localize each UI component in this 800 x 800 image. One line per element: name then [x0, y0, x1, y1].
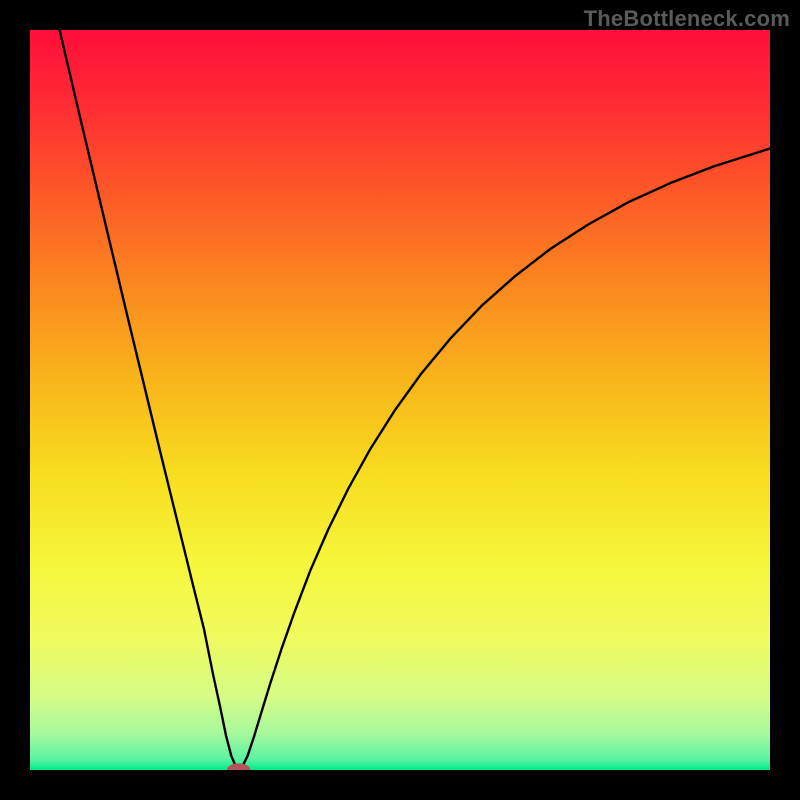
chart-container: TheBottleneck.com [0, 0, 800, 800]
attribution-label: TheBottleneck.com [584, 6, 790, 32]
chart-background [30, 30, 770, 770]
chart-svg [0, 0, 800, 800]
